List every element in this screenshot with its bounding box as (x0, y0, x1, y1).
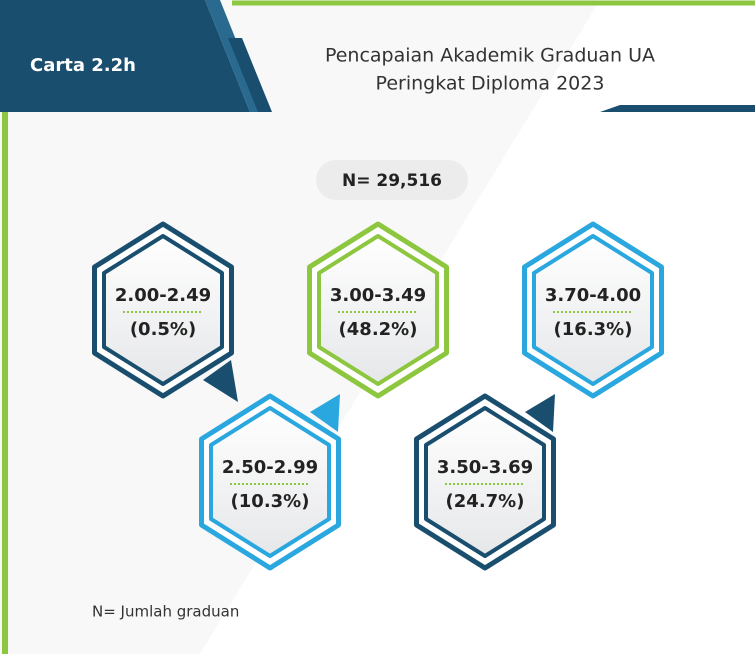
grade-range: 2.00-2.49 (115, 285, 211, 306)
grade-percent: (10.3%) (231, 491, 310, 512)
grade-badge: 2.50-2.99 (10.3%) (199, 393, 341, 571)
total: N= 29,516 (342, 171, 442, 191)
badge-inner (317, 234, 439, 386)
title-line: Peringkat Diploma 2023 (376, 73, 605, 95)
grade-badge: 2.00-2.49 (0.5%) (92, 221, 238, 402)
footnote: N= Jumlah graduan (92, 603, 239, 621)
badge-inner (424, 406, 546, 558)
grade-badge: 3.70-4.00 (16.3%) (522, 221, 664, 399)
header-tab (0, 0, 250, 112)
badge-tail (203, 360, 238, 402)
badge-inner (532, 234, 654, 386)
badge-inner (209, 406, 331, 558)
grade-percent: (16.3%) (554, 319, 633, 340)
total-pill (316, 160, 468, 200)
badge-inner (102, 234, 224, 386)
grade-range: 3.70-4.00 (545, 285, 641, 306)
grade-range: 2.50-2.99 (222, 457, 318, 478)
grade-percent: (0.5%) (130, 319, 196, 340)
badge-tail (310, 394, 340, 432)
grade-percent: (48.2%) (339, 319, 418, 340)
header-accent (600, 105, 755, 112)
grade-percent: (24.7%) (446, 491, 525, 512)
grade-badge: 3.00-3.49 (48.2%) (307, 221, 449, 399)
badge-tail (525, 394, 555, 432)
chart-label: Carta 2.2h (30, 55, 136, 76)
grade-range: 3.00-3.49 (330, 285, 426, 306)
header-stripe (228, 38, 272, 112)
grade-range: 3.50-3.69 (437, 457, 533, 478)
grade-badge: 3.50-3.69 (24.7%) (414, 393, 556, 571)
title-line: Pencapaian Akademik Graduan UA (325, 45, 655, 67)
